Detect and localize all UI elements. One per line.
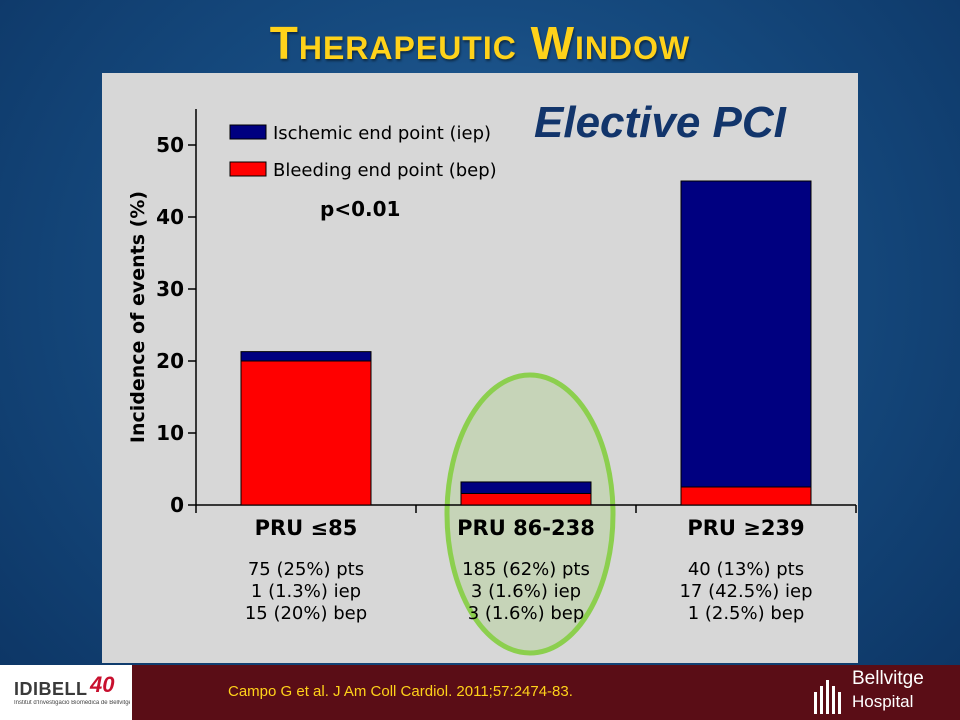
bar-segment [240, 351, 372, 362]
y-tick-label: 20 [156, 349, 184, 373]
y-tick-label: 10 [156, 421, 184, 445]
category-detail-label: 15 (20%) bep [245, 603, 367, 624]
category-detail-label: 75 (25%) pts [248, 559, 364, 580]
bellvitge-logo-line2: Hospital [852, 692, 914, 711]
x-tick-label: PRU 86-238 [457, 516, 595, 540]
idibell-logo-number: 40 [90, 672, 115, 697]
x-tick-label: PRU ≥239 [687, 516, 804, 540]
category-detail-label: 1 (2.5%) bep [688, 603, 805, 624]
footer-bar [0, 665, 960, 720]
stacked-bar-chart: 0 10 20 30 40 50 Incidence of events (%) PRU ≤8… [127, 98, 857, 656]
y-axis-label: Incidence of events (%) [127, 191, 149, 443]
x-tick-label: PRU ≤85 [255, 516, 358, 540]
highlight-ellipse [444, 372, 616, 656]
legend-label: Ischemic end point (iep) [273, 123, 491, 144]
category-detail-label: 17 (42.5%) iep [679, 581, 812, 602]
idibell-logo-subtitle: Institut d'Investigació Biomèdica de Bel… [14, 700, 130, 706]
y-tick-label: 40 [156, 205, 184, 229]
slide-title: Therapeutic Window [269, 17, 691, 69]
bar-segment [680, 180, 812, 488]
bar-segment [680, 486, 812, 506]
bar-segment [240, 360, 372, 506]
bar-segment [460, 492, 592, 506]
y-tick-label: 50 [156, 133, 184, 157]
y-tick-label: 30 [156, 277, 184, 301]
category-detail-label: 3 (1.6%) bep [468, 603, 585, 624]
idibell-logo-box [0, 665, 132, 720]
legend-label: Bleeding end point (bep) [273, 160, 497, 181]
legend-swatch [229, 161, 267, 177]
category-detail-label: 3 (1.6%) iep [471, 581, 581, 602]
category-detail-label: 1 (1.3%) iep [251, 581, 361, 602]
chart-subtitle: Elective PCI [534, 98, 787, 147]
idibell-logo: IDIBELL [14, 679, 88, 699]
category-detail-label: 185 (62%) pts [462, 559, 590, 580]
category-detail-label: 40 (13%) pts [688, 559, 804, 580]
bar-segment [460, 481, 592, 494]
bellvitge-logo-icon [814, 680, 841, 714]
chart-panel: 0 10 20 30 40 50 Incidence of events (%) PRU ≤8… [102, 73, 858, 663]
legend-swatch [229, 124, 267, 140]
p-value-annotation: p<0.01 [320, 197, 400, 221]
bellvitge-logo-line1: Bellvitge [852, 668, 924, 689]
citation-text: Campo G et al. J Am Coll Cardiol. 2011;5… [228, 683, 573, 700]
y-tick-label: 0 [170, 493, 184, 517]
